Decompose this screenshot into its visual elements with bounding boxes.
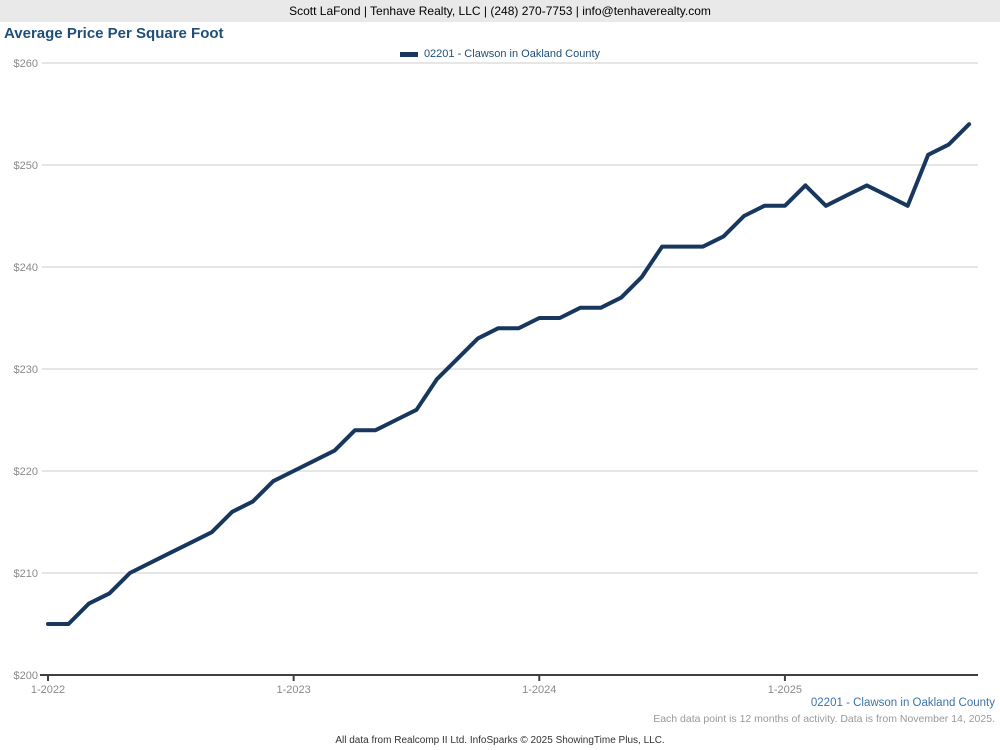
agent-contact-text: Scott LaFond | Tenhave Realty, LLC | (24… xyxy=(289,4,711,18)
agent-contact-bar: Scott LaFond | Tenhave Realty, LLC | (24… xyxy=(0,0,1000,22)
page-title: Average Price Per Square Foot xyxy=(4,25,224,42)
y-axis-tick-label: $250 xyxy=(14,160,38,172)
footer-data-note: Each data point is 12 months of activity… xyxy=(653,713,995,725)
chart-legend: 02201 - Clawson in Oakland County xyxy=(0,46,1000,62)
y-axis-tick-label: $260 xyxy=(14,58,38,70)
legend-series-label[interactable]: 02201 - Clawson in Oakland County xyxy=(423,48,601,60)
x-axis-tick-label: 1-2023 xyxy=(277,684,311,696)
y-axis-tick-label: $200 xyxy=(14,670,38,682)
footer-series-label: 02201 - Clawson in Oakland County xyxy=(810,697,995,709)
price-line xyxy=(46,122,972,626)
x-axis-tick-label: 1-2024 xyxy=(522,684,556,696)
y-axis-tick-label: $230 xyxy=(14,364,38,376)
footer-attribution: All data from Realcomp II Ltd. InfoSpark… xyxy=(335,735,665,746)
legend-line-swatch xyxy=(399,51,418,57)
y-axis-tick-label: $220 xyxy=(14,466,38,478)
x-axis-tick-label: 1-2022 xyxy=(31,684,65,696)
x-axis-tick-label: 1-2025 xyxy=(768,684,802,696)
y-axis-tick-label: $210 xyxy=(14,568,38,580)
y-axis-tick-label: $240 xyxy=(14,262,38,274)
